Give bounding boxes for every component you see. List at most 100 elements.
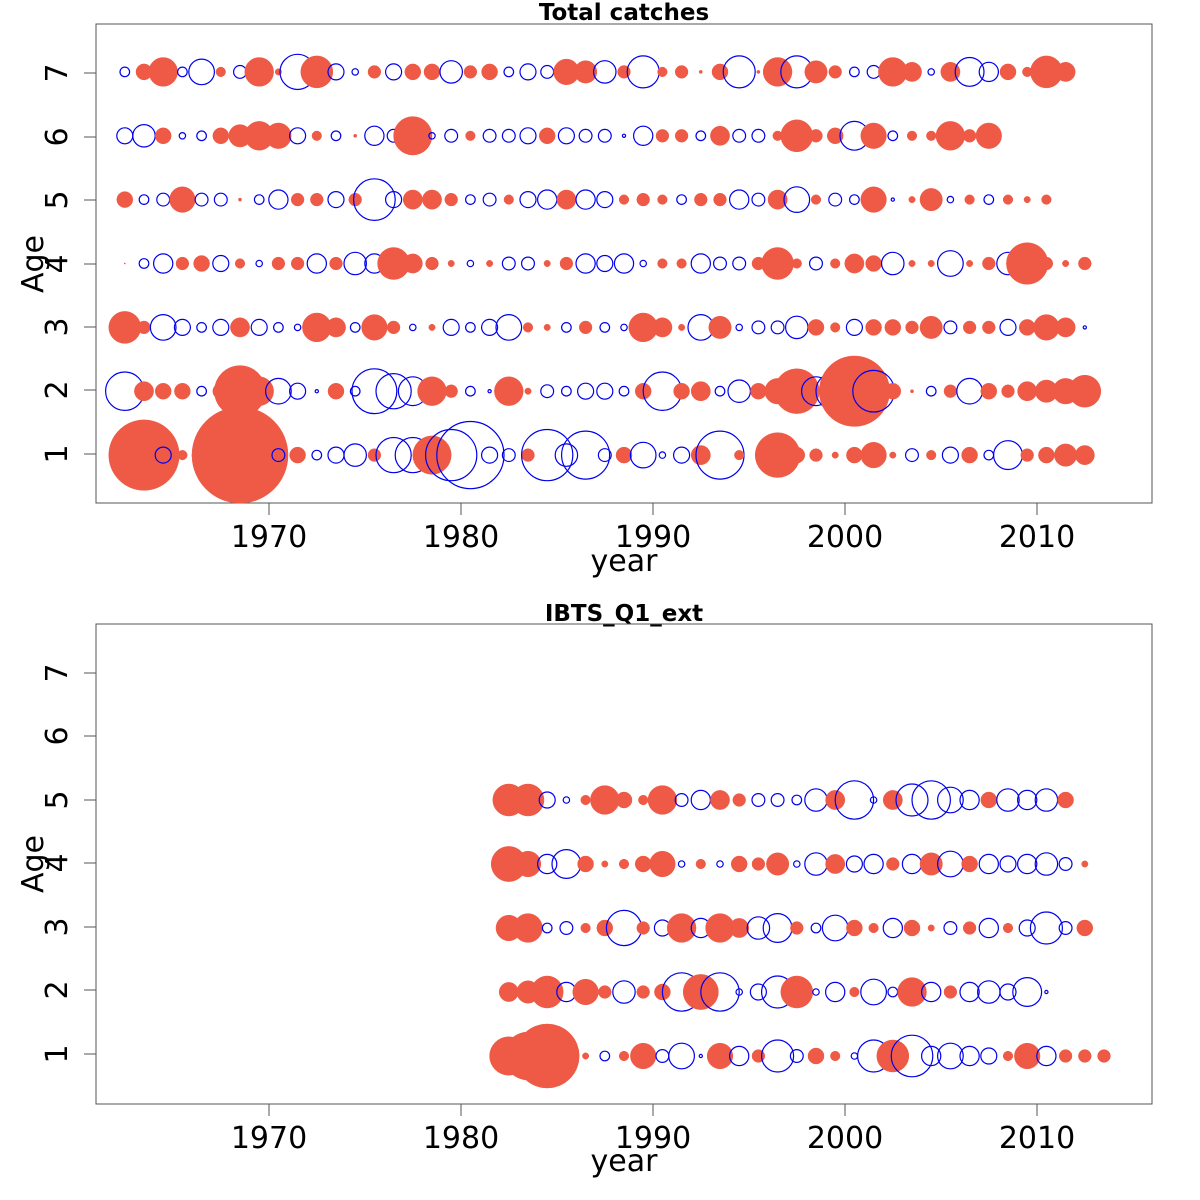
positive-residual-bubble	[708, 315, 732, 339]
positive-residual-bubble	[674, 65, 689, 79]
y-tick-label: 5	[40, 790, 75, 809]
negative-residual-bubble	[268, 189, 289, 210]
negative-residual-bubble	[176, 66, 188, 78]
panel-total-catches: Total catches 1970 1980 1990 2000 2010 y…	[16, 0, 1153, 579]
positive-residual-bubble	[849, 986, 860, 998]
positive-residual-bubble	[710, 125, 730, 146]
positive-residual-bubble	[447, 260, 455, 267]
negative-residual-bubble	[633, 125, 654, 147]
negative-residual-bubble	[901, 853, 923, 875]
positive-residual-bubble	[522, 322, 534, 333]
negative-residual-bubble	[770, 320, 785, 335]
negative-residual-bubble	[937, 786, 964, 814]
negative-residual-bubble	[503, 66, 515, 78]
positive-residual-bubble	[422, 189, 442, 210]
positive-residual-bubble	[694, 192, 708, 207]
negative-residual-bubble	[364, 125, 385, 147]
negative-residual-bubble	[959, 1045, 980, 1067]
positive-residual-bubble	[780, 975, 814, 1009]
positive-residual-bubble	[886, 857, 900, 871]
negative-residual-bubble	[327, 191, 345, 209]
positive-residual-bubble	[486, 260, 494, 267]
x-axis: 1970 1980 1990 2000 2010 year	[231, 1104, 1075, 1179]
negative-residual-bubble	[672, 446, 691, 464]
positive-residual-bubble	[780, 119, 814, 153]
negative-residual-bubble	[327, 446, 345, 464]
positive-residual-bubble	[666, 913, 697, 943]
negative-residual-bubble	[792, 860, 801, 868]
negative-residual-bubble	[561, 322, 572, 333]
positive-residual-bubble	[543, 260, 551, 267]
positive-residual-bubble	[908, 260, 916, 267]
positive-residual-bubble	[732, 793, 746, 807]
negative-residual-bubble	[349, 322, 361, 333]
negative-residual-bubble	[138, 194, 150, 206]
negative-residual-bubble	[746, 916, 771, 940]
negative-residual-bubble	[265, 377, 292, 405]
positive-residual-bubble	[766, 852, 790, 876]
negative-residual-bubble	[385, 63, 403, 81]
positive-residual-bubble	[804, 60, 828, 84]
positive-residual-bubble	[123, 262, 126, 265]
negative-residual-bubble	[828, 192, 843, 207]
y-tick-label: 1	[40, 444, 75, 463]
positive-residual-bubble	[1033, 314, 1060, 341]
negative-residual-bubble	[349, 385, 361, 397]
negative-residual-bubble	[887, 986, 899, 998]
negative-residual-bubble	[620, 323, 628, 332]
positive-residual-bubble	[615, 446, 633, 464]
positive-residual-bubble	[961, 446, 978, 464]
positive-residual-bubble	[244, 57, 274, 87]
positive-residual-bubble	[676, 258, 687, 269]
positive-residual-bubble	[514, 1023, 580, 1089]
positive-residual-bubble	[1002, 1050, 1014, 1062]
negative-residual-bubble	[789, 1048, 804, 1063]
negative-residual-bubble	[698, 1053, 704, 1059]
positive-residual-bubble	[980, 382, 998, 400]
negative-residual-bubble	[306, 253, 327, 274]
negative-residual-bubble	[353, 178, 396, 222]
positive-residual-bubble	[582, 1052, 590, 1060]
positive-residual-bubble	[1017, 381, 1038, 402]
negative-residual-bubble	[834, 780, 875, 820]
positive-residual-bubble	[711, 63, 729, 81]
positive-residual-bubble	[596, 919, 614, 937]
negative-residual-bubble	[959, 981, 980, 1003]
negative-residual-bubble	[999, 983, 1017, 1001]
negative-residual-bubble	[562, 796, 571, 804]
positive-residual-bubble	[964, 194, 975, 205]
positive-residual-bubble	[935, 121, 966, 151]
negative-residual-bubble	[156, 192, 171, 207]
positive-residual-bubble	[617, 65, 631, 79]
negative-residual-bubble	[612, 980, 636, 1004]
negative-residual-bubble	[751, 128, 766, 143]
positive-residual-bubble	[572, 978, 599, 1006]
positive-residual-bubble	[846, 919, 863, 937]
x-tick-label: 1980	[423, 520, 499, 555]
negative-residual-bubble	[613, 253, 635, 274]
negative-residual-bubble	[289, 382, 307, 400]
positive-residual-bubble	[831, 451, 839, 459]
y-tick-label: 7	[40, 63, 75, 82]
y-tick-label: 6	[40, 127, 75, 146]
negative-residual-bubble	[618, 385, 630, 397]
negative-residual-bubble	[561, 385, 572, 397]
positive-residual-bubble	[465, 130, 476, 141]
negative-residual-bubble	[791, 794, 803, 806]
negative-residual-bubble	[466, 259, 475, 268]
positive-residual-bubble	[884, 319, 902, 336]
negative-residual-bubble	[343, 251, 367, 276]
negative-residual-bubble	[749, 983, 768, 1001]
positive-residual-bubble	[116, 191, 134, 208]
positive-residual-bubble	[751, 1049, 766, 1063]
negative-residual-bubble	[869, 796, 878, 804]
negative-residual-bubble	[375, 436, 412, 474]
negative-residual-bubble	[119, 66, 131, 78]
negative-residual-bubble	[233, 64, 248, 79]
positive-residual-bubble	[825, 854, 846, 874]
positive-residual-bubble	[860, 122, 887, 149]
negative-residual-bubble	[188, 58, 216, 86]
x-tick-label: 1980	[423, 1121, 499, 1156]
positive-residual-bubble	[673, 382, 690, 400]
positive-residual-bubble	[326, 317, 346, 338]
